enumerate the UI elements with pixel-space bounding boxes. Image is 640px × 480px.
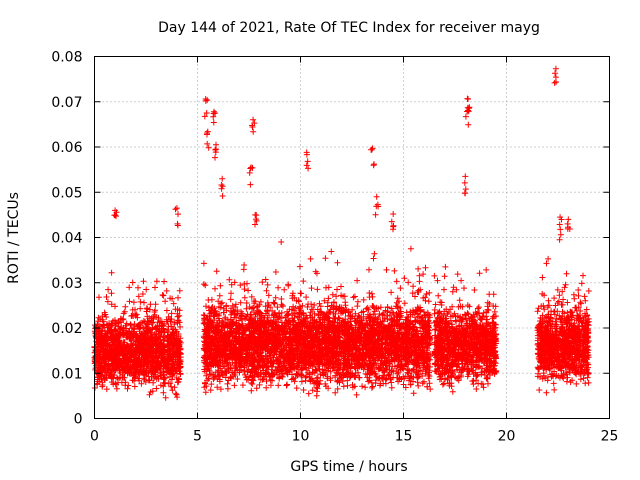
y-tick-label: 0.06 [51, 140, 82, 156]
y-axis-label: ROTI / TECUs [6, 192, 22, 284]
x-tick-label: 20 [498, 429, 516, 445]
data-points [91, 65, 592, 401]
y-tick-label: 0 [74, 412, 83, 428]
y-tick-label: 0.03 [51, 276, 82, 292]
x-tick-labels: 0 5 10 15 20 25 [90, 429, 618, 445]
chart-title: Day 144 of 2021, Rate Of TEC Index for r… [158, 20, 540, 36]
y-tick-label: 0.05 [51, 185, 82, 201]
x-tick-label: 0 [90, 429, 99, 445]
x-tick-label: 10 [292, 429, 310, 445]
x-tick-label: 25 [601, 429, 619, 445]
y-tick-label: 0.04 [51, 231, 82, 247]
y-tick-label: 0.02 [51, 321, 82, 337]
x-tick-label: 15 [395, 429, 413, 445]
y-tick-label: 0.08 [51, 50, 82, 66]
grid [94, 56, 610, 419]
y-tick-label: 0.07 [51, 95, 82, 111]
y-tick-labels: 0 0.01 0.02 0.03 0.04 0.05 0.06 0.07 0.08 [51, 50, 82, 428]
axis-ticks [94, 56, 610, 419]
x-axis-label: GPS time / hours [290, 459, 407, 475]
scatter-markers [91, 65, 592, 401]
y-tick-label: 0.01 [51, 366, 82, 382]
x-tick-label: 5 [193, 429, 202, 445]
